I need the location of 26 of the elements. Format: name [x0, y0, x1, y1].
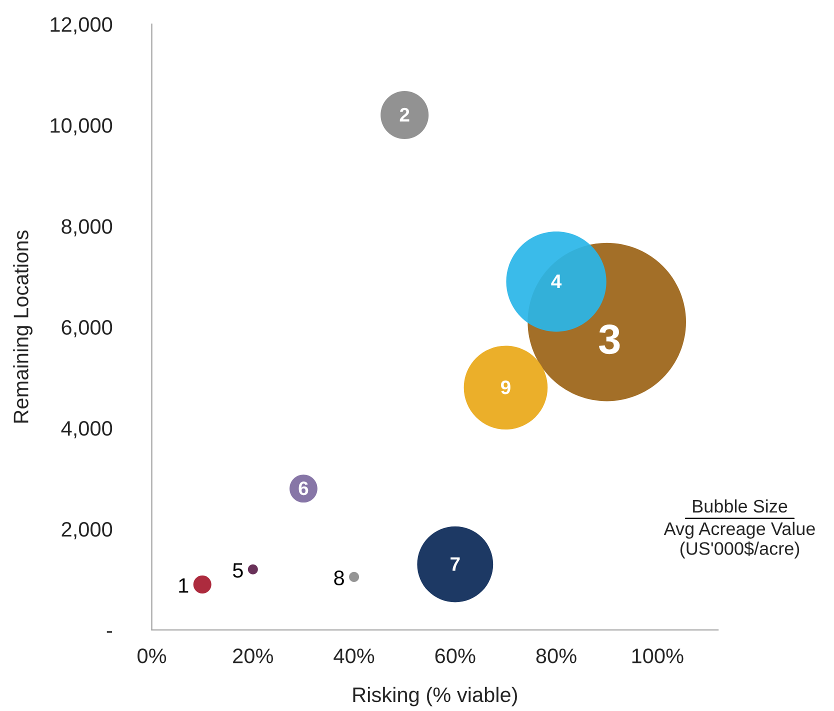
series-label: 2: [400, 108, 410, 122]
series-label: 9: [500, 380, 510, 394]
series-label: 6: [298, 481, 308, 496]
y-tick-label: 12,000: [50, 17, 112, 34]
series-label: 3: [598, 324, 620, 354]
y-tick-label: 6,000: [62, 320, 112, 338]
x-axis-title: Risking (% viable): [353, 686, 517, 706]
y-tick-label: 8,000: [62, 219, 112, 236]
x-tick-label: 0%: [138, 648, 166, 664]
x-tick-label: 100%: [632, 648, 684, 664]
y-tick-label: 2,000: [62, 522, 112, 540]
series-label: 8: [334, 570, 344, 586]
y-tick-label: 10,000: [50, 118, 112, 136]
series-label: 4: [551, 274, 562, 288]
series-label: 5: [232, 563, 243, 578]
series-label: 1: [179, 578, 188, 593]
y-tick-label: -: [106, 631, 112, 633]
x-tick-label: 40%: [334, 648, 374, 664]
y-tick-label: 4,000: [61, 421, 112, 438]
annotation: Bubble Size: [693, 499, 788, 513]
x-tick-label: 20%: [233, 648, 274, 664]
y-axis-title: Remaining Locations: [13, 230, 33, 423]
x-tick-label: 80%: [536, 648, 576, 664]
x-tick-label: 60%: [435, 648, 476, 664]
series-label: 7: [450, 557, 460, 571]
annotation: Avg Acreage Value (US'000$/acre): [664, 522, 815, 558]
